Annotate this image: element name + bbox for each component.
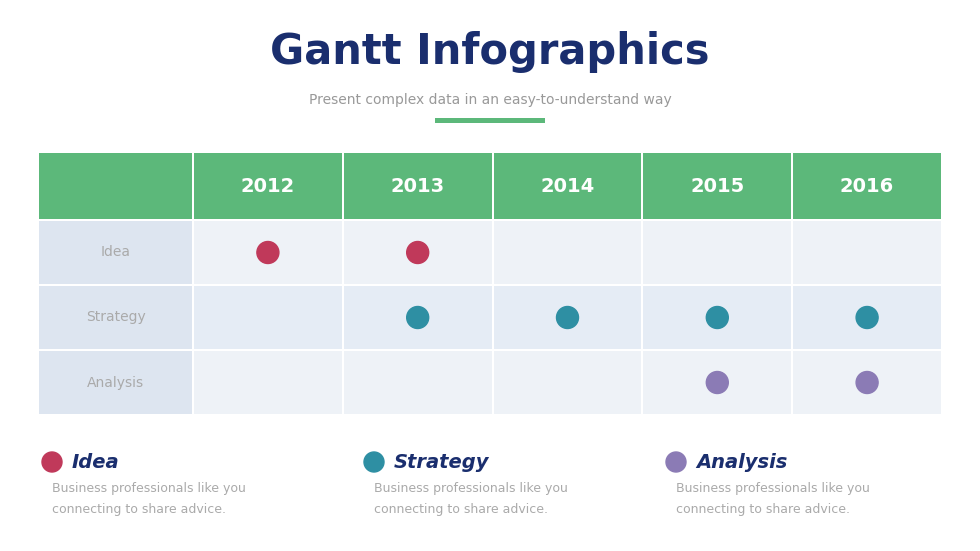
Circle shape (857, 371, 878, 393)
Circle shape (557, 306, 578, 328)
Text: 2016: 2016 (840, 176, 894, 196)
Text: Gantt Infographics: Gantt Infographics (270, 31, 710, 73)
Text: Analysis: Analysis (696, 452, 787, 472)
Circle shape (707, 371, 728, 393)
Text: 2014: 2014 (540, 176, 595, 196)
FancyBboxPatch shape (194, 286, 342, 349)
FancyBboxPatch shape (344, 221, 492, 284)
FancyBboxPatch shape (644, 221, 791, 284)
Text: Analysis: Analysis (87, 375, 144, 390)
FancyBboxPatch shape (39, 351, 192, 414)
Text: Idea: Idea (101, 246, 130, 260)
Circle shape (257, 241, 279, 263)
Circle shape (857, 306, 878, 328)
FancyBboxPatch shape (39, 286, 192, 349)
Text: 2015: 2015 (690, 176, 745, 196)
FancyBboxPatch shape (793, 221, 941, 284)
Circle shape (407, 306, 428, 328)
Text: Strategy: Strategy (85, 311, 145, 325)
Text: Strategy: Strategy (394, 452, 489, 472)
Circle shape (666, 452, 686, 472)
FancyBboxPatch shape (644, 286, 791, 349)
Circle shape (407, 241, 428, 263)
Text: Business professionals like you
connecting to share advice.: Business professionals like you connecti… (52, 482, 246, 516)
FancyBboxPatch shape (39, 221, 192, 284)
FancyBboxPatch shape (793, 351, 941, 414)
FancyBboxPatch shape (39, 153, 192, 219)
FancyBboxPatch shape (644, 153, 791, 219)
FancyBboxPatch shape (494, 351, 641, 414)
Circle shape (42, 452, 62, 472)
FancyBboxPatch shape (494, 286, 641, 349)
Text: Present complex data in an easy-to-understand way: Present complex data in an easy-to-under… (309, 93, 671, 107)
FancyBboxPatch shape (494, 153, 641, 219)
FancyBboxPatch shape (644, 351, 791, 414)
FancyBboxPatch shape (344, 153, 492, 219)
Text: Business professionals like you
connecting to share advice.: Business professionals like you connecti… (676, 482, 870, 516)
FancyBboxPatch shape (194, 153, 342, 219)
Circle shape (707, 306, 728, 328)
FancyBboxPatch shape (494, 221, 641, 284)
Circle shape (364, 452, 384, 472)
Text: Business professionals like you
connecting to share advice.: Business professionals like you connecti… (374, 482, 567, 516)
Text: Idea: Idea (72, 452, 120, 472)
FancyBboxPatch shape (344, 351, 492, 414)
FancyBboxPatch shape (435, 118, 545, 123)
FancyBboxPatch shape (194, 351, 342, 414)
FancyBboxPatch shape (793, 153, 941, 219)
Text: 2012: 2012 (241, 176, 295, 196)
FancyBboxPatch shape (194, 221, 342, 284)
Text: 2013: 2013 (391, 176, 445, 196)
FancyBboxPatch shape (344, 286, 492, 349)
FancyBboxPatch shape (793, 286, 941, 349)
